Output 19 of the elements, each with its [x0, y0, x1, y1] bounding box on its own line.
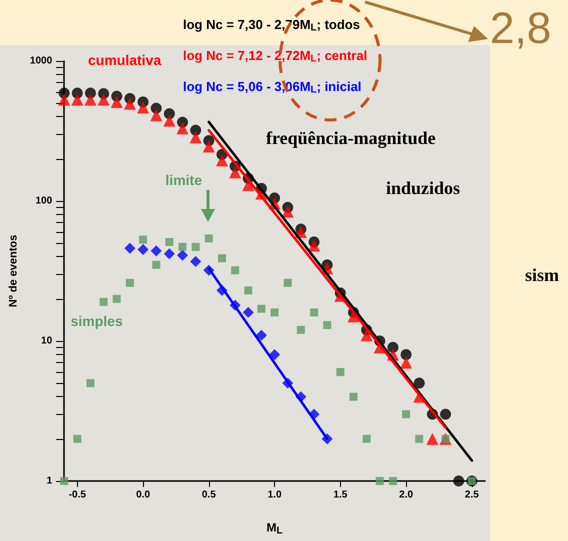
y-tick-label: 10: [41, 336, 53, 346]
annotation: induzidos: [386, 178, 460, 199]
y-axis-title: Nº de eventos: [8, 234, 20, 308]
annotation: limite: [165, 172, 202, 188]
x-tick-label: 1.0: [268, 490, 282, 500]
annotation: cumulativa: [88, 52, 162, 68]
series-label: simples: [70, 312, 123, 329]
x-tick-label: 0.5: [202, 490, 216, 500]
y-tick-label: 1: [46, 476, 53, 486]
text: 2,8: [490, 4, 552, 54]
annotation: freqüência-magnitude: [266, 128, 436, 149]
x-tick-label: 0.0: [136, 490, 150, 500]
x-tick-label: -0.5: [68, 490, 86, 500]
x-tick-label: 2.0: [399, 490, 414, 500]
y-tick-label: 1000: [30, 56, 53, 66]
x-tick-label: 2.5: [464, 490, 480, 500]
x-tick-label: 1.5: [333, 490, 348, 500]
text: sism: [525, 265, 560, 286]
y-tick-label: 100: [35, 196, 53, 206]
